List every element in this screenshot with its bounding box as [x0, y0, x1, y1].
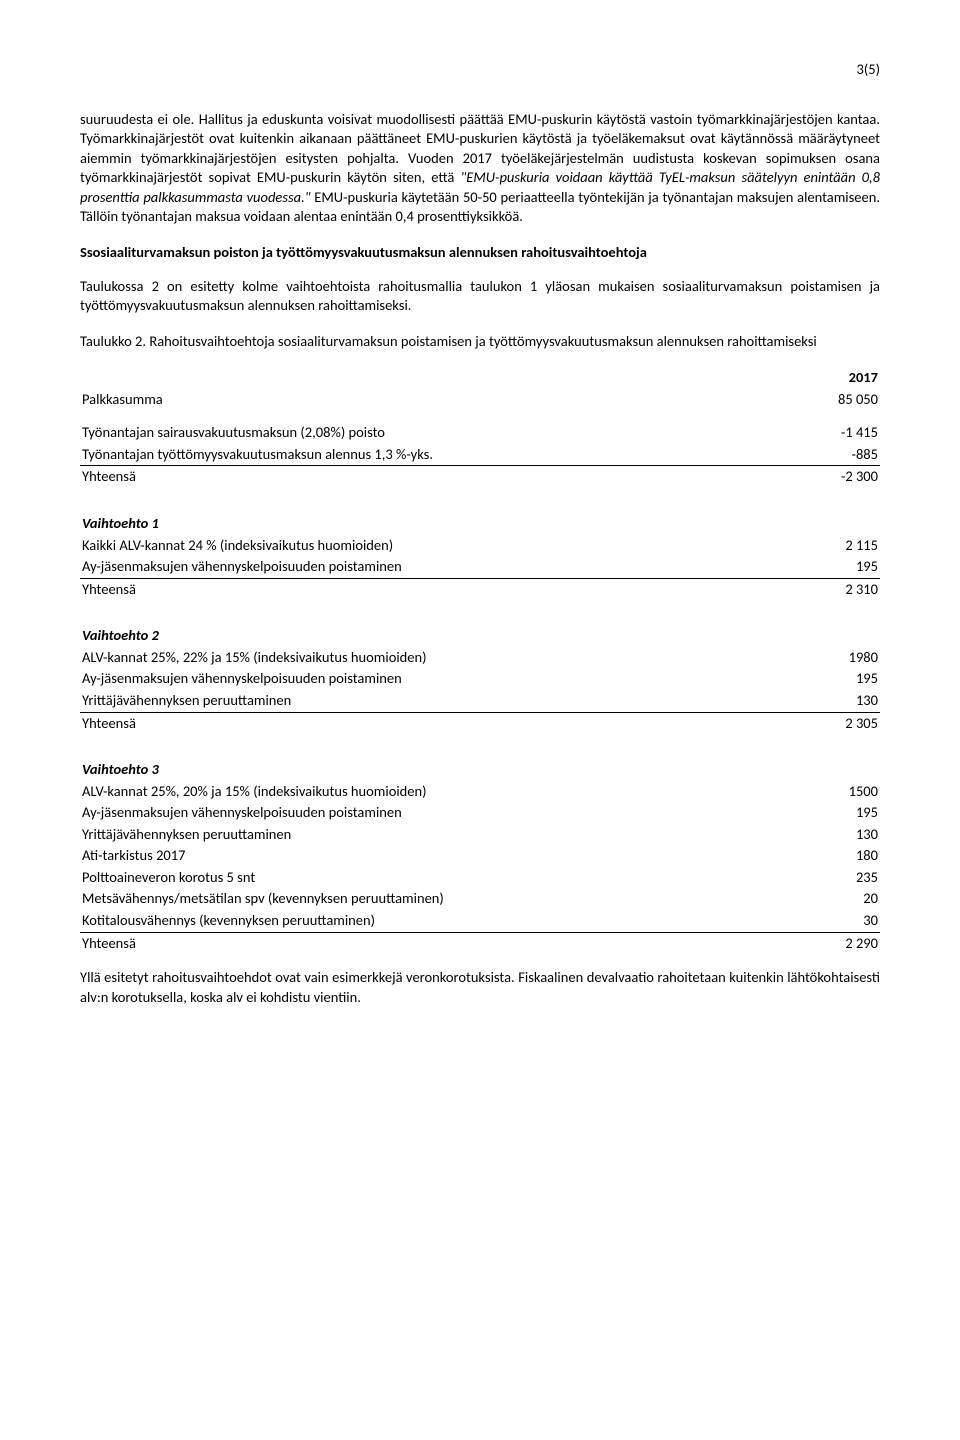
row-value: 2 290: [776, 932, 880, 954]
table-row: Yhteensä2 310: [80, 578, 880, 600]
row-label: Työnantajan sairausvakuutusmaksun (2,08%…: [80, 422, 776, 444]
page-number: 3(5): [80, 60, 880, 80]
table-row: Yrittäjävähennyksen peruuttaminen130: [80, 824, 880, 846]
row-value: 2 305: [776, 712, 880, 734]
table-row: Ay-jäsenmaksujen vähennyskelpoisuuden po…: [80, 556, 880, 578]
row-label: Ay-jäsenmaksujen vähennyskelpoisuuden po…: [80, 802, 776, 824]
row-value: 85 050: [776, 389, 880, 411]
row-label: Polttoaineveron korotus 5 snt: [80, 867, 776, 889]
option2-title: Vaihtoehto 2: [80, 612, 776, 647]
table-row: Metsävähennys/metsätilan spv (kevennykse…: [80, 888, 880, 910]
row-label: Yhteensä: [80, 932, 776, 954]
year-header: 2017: [776, 367, 880, 389]
table-row: Kaikki ALV-kannat 24 % (indeksivaikutus …: [80, 535, 880, 557]
paragraph-1: suuruudesta ei ole. Hallitus ja eduskunt…: [80, 110, 880, 227]
row-label: Yhteensä: [80, 578, 776, 600]
table-row: Yhteensä-2 300: [80, 466, 880, 488]
row-value: -2 300: [776, 466, 880, 488]
financing-table: 2017 Palkkasumma85 050 Työnantajan saira…: [80, 367, 880, 954]
row-label: Yhteensä: [80, 466, 776, 488]
row-label: Työnantajan työttömyysvakuutusmaksun ale…: [80, 444, 776, 466]
row-label: Ay-jäsenmaksujen vähennyskelpoisuuden po…: [80, 556, 776, 578]
row-label: ALV-kannat 25%, 22% ja 15% (indeksivaiku…: [80, 647, 776, 669]
row-label: Kaikki ALV-kannat 24 % (indeksivaikutus …: [80, 535, 776, 557]
row-value: 235: [776, 867, 880, 889]
row-value: 1500: [776, 781, 880, 803]
row-label: Ati-tarkistus 2017: [80, 845, 776, 867]
option3-title: Vaihtoehto 3: [80, 746, 776, 781]
row-value: 180: [776, 845, 880, 867]
table-row: Yrittäjävähennyksen peruuttaminen130: [80, 690, 880, 712]
row-value: 2 310: [776, 578, 880, 600]
row-label: Ay-jäsenmaksujen vähennyskelpoisuuden po…: [80, 668, 776, 690]
row-value: 130: [776, 690, 880, 712]
table-row: Työnantajan työttömyysvakuutusmaksun ale…: [80, 444, 880, 466]
table-row: Polttoaineveron korotus 5 snt235: [80, 867, 880, 889]
row-value: -1 415: [776, 422, 880, 444]
table-row: Ay-jäsenmaksujen vähennyskelpoisuuden po…: [80, 802, 880, 824]
table-row: Palkkasumma85 050: [80, 389, 880, 411]
row-value: -885: [776, 444, 880, 466]
table-row: Ati-tarkistus 2017180: [80, 845, 880, 867]
table-row: Kotitalousvähennys (kevennyksen peruutta…: [80, 910, 880, 932]
table-caption: Taulukko 2. Rahoitusvaihtoehtoja sosiaal…: [80, 332, 880, 352]
paragraph-4: Yllä esitetyt rahoitusvaihtoehdot ovat v…: [80, 968, 880, 1007]
row-label: Yrittäjävähennyksen peruuttaminen: [80, 690, 776, 712]
row-label: Metsävähennys/metsätilan spv (kevennykse…: [80, 888, 776, 910]
row-value: 20: [776, 888, 880, 910]
section-heading-financing: Ssosiaaliturvamaksun poiston ja työttömy…: [80, 243, 880, 263]
row-value: 195: [776, 556, 880, 578]
row-value: 130: [776, 824, 880, 846]
row-value: 30: [776, 910, 880, 932]
row-value: 2 115: [776, 535, 880, 557]
row-label: Palkkasumma: [80, 389, 776, 411]
table-row: Ay-jäsenmaksujen vähennyskelpoisuuden po…: [80, 668, 880, 690]
row-label: Yrittäjävähennyksen peruuttaminen: [80, 824, 776, 846]
row-label: ALV-kannat 25%, 20% ja 15% (indeksivaiku…: [80, 781, 776, 803]
row-value: 195: [776, 668, 880, 690]
table-header-row: 2017: [80, 367, 880, 389]
option1-title: Vaihtoehto 1: [80, 500, 776, 535]
row-value: 1980: [776, 647, 880, 669]
row-value: 195: [776, 802, 880, 824]
paragraph-2: Taulukossa 2 on esitetty kolme vaihtoeht…: [80, 277, 880, 316]
table-row: Työnantajan sairausvakuutusmaksun (2,08%…: [80, 422, 880, 444]
row-label: Yhteensä: [80, 712, 776, 734]
table-row: ALV-kannat 25%, 22% ja 15% (indeksivaiku…: [80, 647, 880, 669]
table-row: Yhteensä2 305: [80, 712, 880, 734]
table-row: Yhteensä2 290: [80, 932, 880, 954]
table-row: ALV-kannat 25%, 20% ja 15% (indeksivaiku…: [80, 781, 880, 803]
row-label: Kotitalousvähennys (kevennyksen peruutta…: [80, 910, 776, 932]
